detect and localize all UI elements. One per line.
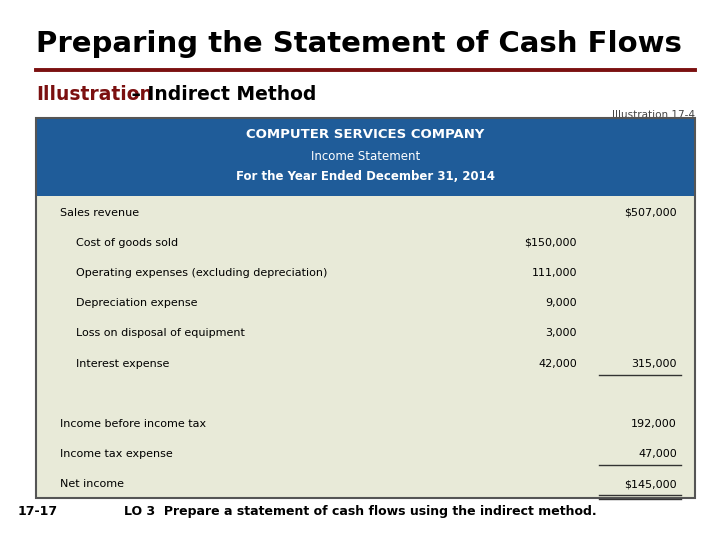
Text: $150,000: $150,000 bbox=[524, 238, 577, 248]
Text: For the Year Ended December 31, 2014: For the Year Ended December 31, 2014 bbox=[236, 170, 495, 183]
Text: Preparing the Statement of Cash Flows: Preparing the Statement of Cash Flows bbox=[36, 30, 682, 58]
Text: $145,000: $145,000 bbox=[624, 480, 677, 489]
FancyBboxPatch shape bbox=[36, 196, 695, 498]
Text: Income Statement: Income Statement bbox=[311, 150, 420, 163]
Text: 42,000: 42,000 bbox=[539, 359, 577, 369]
Text: Illustration 17-4: Illustration 17-4 bbox=[612, 110, 695, 120]
FancyBboxPatch shape bbox=[36, 118, 695, 196]
Text: Operating expenses (excluding depreciation): Operating expenses (excluding depreciati… bbox=[76, 268, 328, 278]
Text: Illustration: Illustration bbox=[36, 85, 153, 104]
Text: LO 3  Prepare a statement of cash flows using the indirect method.: LO 3 Prepare a statement of cash flows u… bbox=[124, 505, 596, 518]
Text: 9,000: 9,000 bbox=[545, 298, 577, 308]
Text: Income before income tax: Income before income tax bbox=[60, 419, 206, 429]
Text: Net income: Net income bbox=[60, 480, 124, 489]
Text: Cost of goods sold: Cost of goods sold bbox=[76, 238, 178, 248]
Text: 17-17: 17-17 bbox=[18, 505, 58, 518]
Text: 111,000: 111,000 bbox=[531, 268, 577, 278]
Text: COMPUTER SERVICES COMPANY: COMPUTER SERVICES COMPANY bbox=[246, 128, 485, 141]
Text: Income tax expense: Income tax expense bbox=[60, 449, 173, 459]
Text: – Indirect Method: – Indirect Method bbox=[125, 85, 316, 104]
Text: Interest expense: Interest expense bbox=[76, 359, 169, 369]
Text: Sales revenue: Sales revenue bbox=[60, 207, 139, 218]
Text: 47,000: 47,000 bbox=[638, 449, 677, 459]
Text: 315,000: 315,000 bbox=[631, 359, 677, 369]
Text: Depreciation expense: Depreciation expense bbox=[76, 298, 197, 308]
Text: Loss on disposal of equipment: Loss on disposal of equipment bbox=[76, 328, 245, 339]
Text: 192,000: 192,000 bbox=[631, 419, 677, 429]
Text: 3,000: 3,000 bbox=[546, 328, 577, 339]
Text: $507,000: $507,000 bbox=[624, 207, 677, 218]
